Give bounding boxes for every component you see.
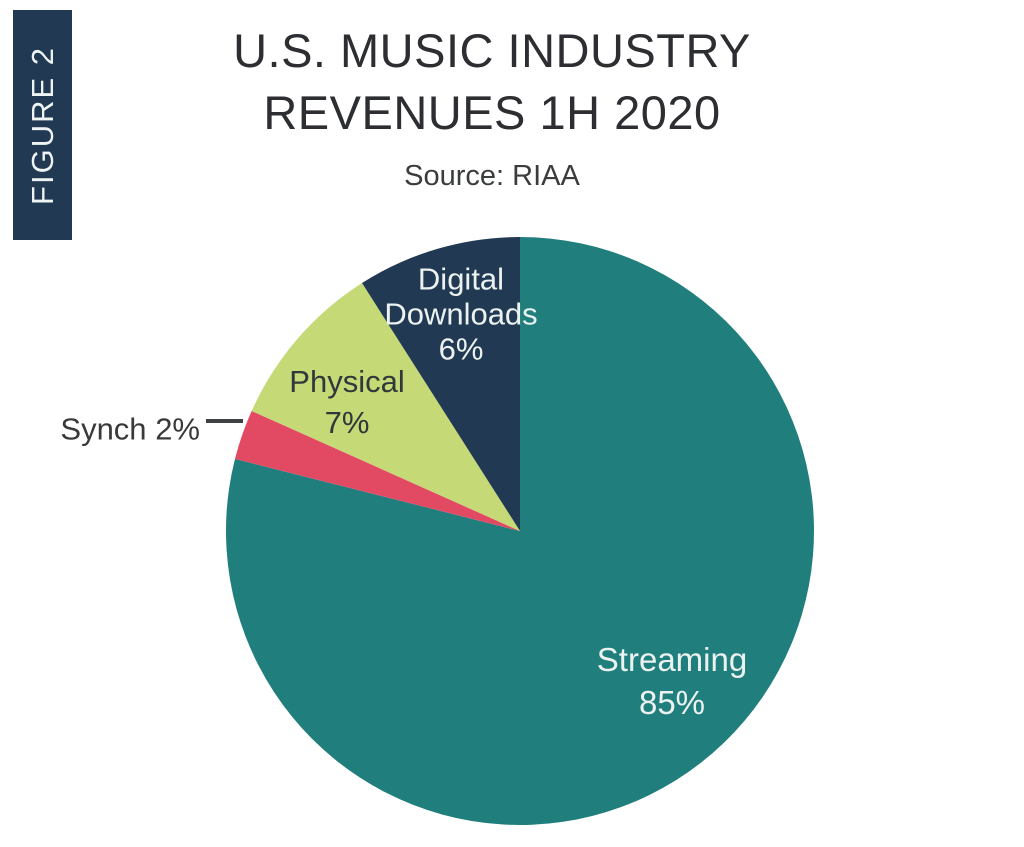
physical-name: Physical	[289, 364, 405, 399]
chart-header: U.S. MUSIC INDUSTRY REVENUES 1H 2020 Sou…	[72, 20, 912, 193]
chart-title-line2: REVENUES 1H 2020	[263, 86, 721, 139]
chart-source: Source: RIAA	[404, 160, 580, 192]
label-streaming: Streaming 85%	[542, 638, 802, 724]
synch-percent: 2%	[155, 411, 200, 447]
label-synch: Synch 2%	[40, 411, 200, 448]
pie-slice-streaming	[225, 237, 814, 825]
figure-label-box: FIGURE 2	[13, 10, 72, 240]
physical-percent: 7%	[324, 405, 370, 440]
streaming-name: Streaming	[596, 641, 748, 678]
label-physical: Physical 7%	[237, 361, 457, 443]
chart-title-line1: U.S. MUSIC INDUSTRY	[233, 24, 751, 77]
digital-downloads-percent: 6%	[438, 331, 484, 367]
label-digital-downloads: Digital Downloads 6%	[356, 262, 566, 367]
synch-name: Synch	[60, 411, 147, 447]
pie-slice-physical	[251, 283, 520, 531]
digital-downloads-name: Digital Downloads	[384, 261, 538, 332]
pie-slice-digital_downloads	[362, 237, 520, 531]
streaming-percent: 85%	[638, 684, 706, 721]
pie-slice-synch	[234, 410, 521, 531]
chart-title: U.S. MUSIC INDUSTRY REVENUES 1H 2020	[72, 20, 912, 144]
synch-leader-line	[206, 419, 243, 423]
